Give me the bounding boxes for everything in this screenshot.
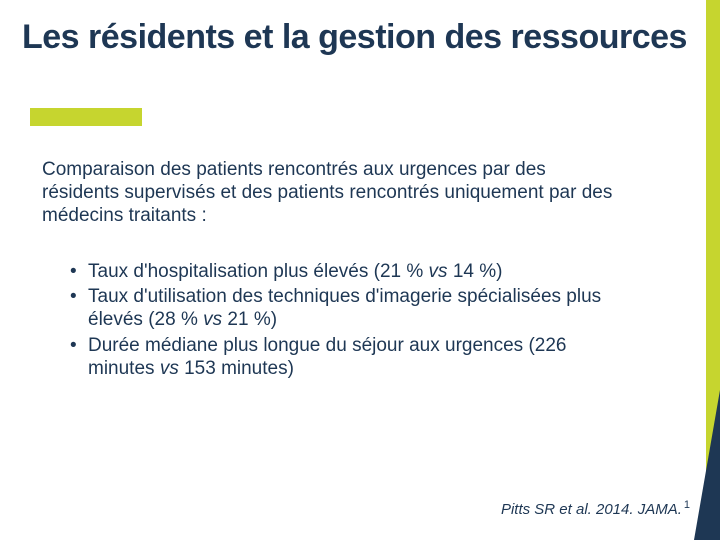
slide: Les résidents et la gestion des ressourc…	[0, 0, 720, 540]
citation-ref: 1	[684, 499, 690, 511]
accent-bar	[30, 108, 142, 126]
corner-decoration	[694, 0, 720, 540]
bullet-text-pre: Taux d'utilisation des techniques d'imag…	[88, 286, 601, 330]
intro-paragraph: Comparaison des patients rencontrés aux …	[42, 158, 622, 228]
bullet-text-post: 21 %)	[222, 309, 277, 330]
bullet-text-post: 14 %)	[448, 261, 503, 282]
bullet-text-post: 153 minutes)	[179, 358, 294, 379]
slide-title: Les résidents et la gestion des ressourc…	[22, 18, 690, 57]
bullet-text-italic: vs	[160, 358, 179, 379]
list-item: Durée médiane plus longue du séjour aux …	[70, 334, 630, 380]
citation-text: Pitts SR et al. 2014. JAMA.	[501, 501, 682, 518]
bullet-text-italic: vs	[203, 309, 222, 330]
corner-bottom-triangle	[694, 390, 720, 540]
bullet-list: Taux d'hospitalisation plus élevés (21 %…	[70, 260, 630, 382]
citation: Pitts SR et al. 2014. JAMA.1	[501, 499, 690, 518]
list-item: Taux d'utilisation des techniques d'imag…	[70, 285, 630, 331]
bullet-text-pre: Taux d'hospitalisation plus élevés (21 %	[88, 261, 429, 282]
bullet-text-italic: vs	[429, 261, 448, 282]
list-item: Taux d'hospitalisation plus élevés (21 %…	[70, 260, 630, 283]
corner-top-triangle	[706, 0, 720, 540]
